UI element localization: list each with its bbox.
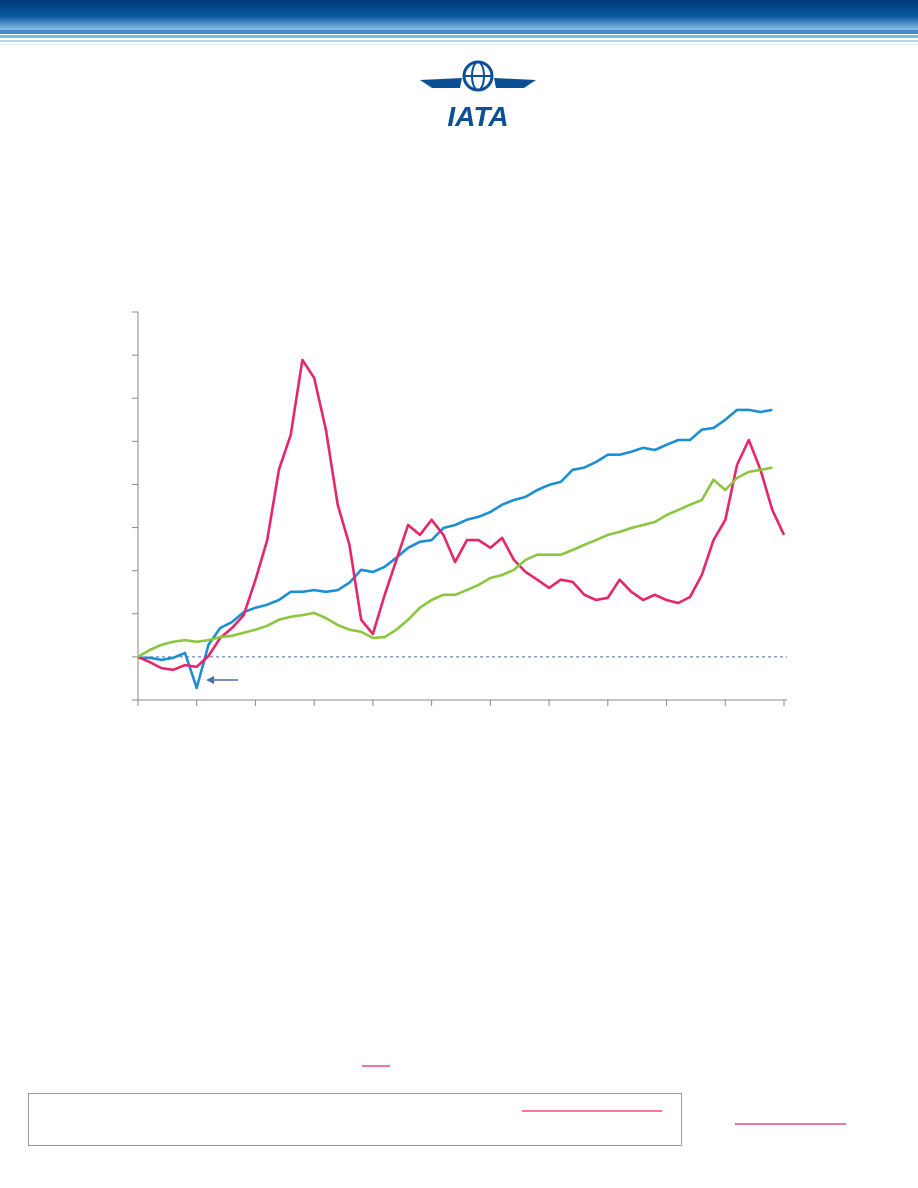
header-banner	[0, 0, 918, 45]
annotation-arrow	[206, 676, 238, 684]
logo-text: IATA	[447, 101, 508, 132]
series-line	[138, 408, 773, 690]
note-box	[28, 1093, 682, 1146]
iata-logo: IATA	[420, 60, 536, 132]
series-line	[137, 358, 786, 672]
chart	[132, 311, 787, 706]
series-line	[137, 466, 773, 659]
